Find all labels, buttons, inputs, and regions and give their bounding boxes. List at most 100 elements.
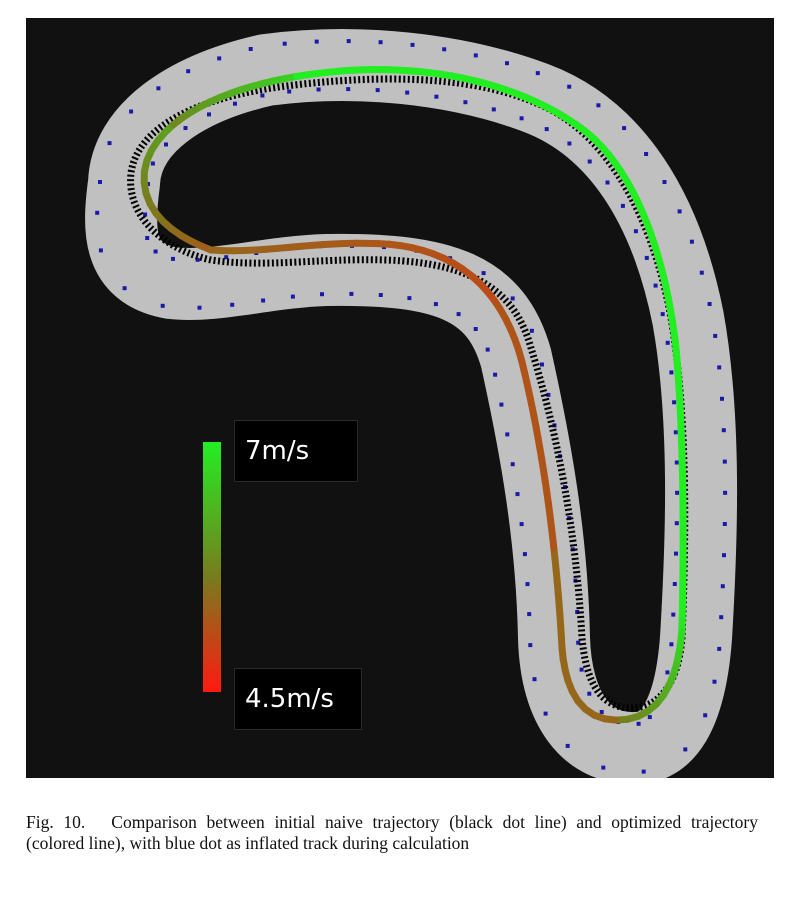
inflated-track-dot (290, 294, 295, 299)
inflated-track-dot (669, 642, 674, 647)
inflated-track-dot (567, 141, 572, 146)
inflated-track-dot (713, 333, 718, 338)
inflated-track-dot (410, 42, 415, 47)
inflated-track-dot (544, 127, 549, 132)
inflated-track-dot (662, 180, 667, 184)
inflated-track-dot (519, 522, 524, 527)
inflated-track-dot (183, 126, 188, 130)
inflated-track-dot (672, 582, 677, 586)
inflated-track-dot (519, 116, 524, 121)
inflated-track-dot (378, 293, 383, 297)
inflated-track-dot (95, 210, 100, 215)
inflated-track-dot (721, 428, 726, 433)
inflated-track-dot (442, 47, 447, 52)
caption-label: Fig. 10. (26, 812, 86, 832)
inflated-track-dot (722, 459, 727, 464)
inflated-track-dot (633, 229, 638, 234)
inflated-track-dot (712, 679, 717, 684)
inflated-track-dot (665, 670, 670, 675)
inflated-track-dot (587, 159, 592, 164)
inflated-track-dot (641, 769, 646, 774)
inflated-track-dot (722, 553, 726, 558)
inflated-track-dot (717, 365, 722, 370)
inflated-track-dot (723, 490, 728, 495)
inflated-track-dot (510, 296, 515, 301)
inflated-track-dot (195, 257, 200, 262)
inflated-track-dot (722, 522, 727, 526)
inflated-track-dot (543, 711, 548, 716)
inflated-track-dot (316, 87, 321, 92)
inflated-track-dot (720, 396, 724, 401)
inflated-track-dot (346, 87, 351, 92)
inflated-track-dot (565, 743, 570, 748)
colorbar-min-label: 4.5m/s (234, 668, 362, 730)
inflated-track-dot (485, 347, 490, 352)
inflated-track-dot (207, 112, 211, 117)
inflated-track-dot (660, 312, 665, 317)
inflated-track-dot (248, 47, 253, 51)
inflated-track-dot (146, 182, 150, 186)
optimized-trajectory (140, 66, 687, 724)
inflated-track-dot (197, 305, 202, 310)
inflated-track-dot (707, 302, 712, 306)
inflated-track-dot (525, 582, 530, 587)
inflated-track-dot (620, 203, 625, 208)
inflated-track-dot (532, 677, 537, 682)
inflated-track-dot (647, 715, 652, 720)
inflated-track-dot (719, 615, 724, 620)
inflated-track-dot (653, 283, 658, 288)
inflated-track-dot (527, 612, 532, 617)
inflated-track-dot (145, 236, 150, 240)
inflated-track-dot (522, 552, 527, 557)
inflated-track-dot (463, 100, 468, 105)
inflated-track-dot (156, 86, 161, 91)
inflated-track-dot (287, 89, 292, 94)
inflated-track-dot (601, 765, 606, 770)
inflated-track-dot (683, 747, 688, 752)
inflated-track-dot (671, 612, 676, 617)
inflated-track-dot (499, 402, 504, 407)
inflated-track-dot (434, 94, 439, 99)
inflated-track-dot (515, 492, 520, 497)
trajectory-figure: 7m/s 4.5m/s (26, 18, 774, 778)
figure-caption: Fig. 10. Comparison between initial naive… (26, 812, 758, 854)
inflated-track-dot (587, 691, 592, 696)
inflated-track-dot (224, 255, 229, 260)
inflated-track-dot (672, 400, 677, 405)
inflated-track-dot (579, 667, 584, 672)
inflated-track-dot (282, 41, 287, 46)
inflated-track-dot (122, 286, 127, 291)
inflated-track-dot (605, 180, 610, 185)
inflated-track-dot (529, 328, 534, 333)
inflated-track-dot (636, 721, 641, 726)
track-area (85, 29, 738, 778)
inflated-track-dot (98, 248, 103, 253)
inflated-track-dot (669, 370, 674, 375)
inflated-track-dot (150, 161, 155, 166)
inflated-track-dot (433, 302, 438, 307)
inflated-track-dot (699, 270, 704, 275)
inflated-track-dot (456, 312, 461, 317)
inflated-track-dot (164, 142, 168, 147)
inflated-track-dot (505, 61, 509, 66)
inflated-track-dot (405, 90, 410, 95)
inflated-track-dot (98, 180, 102, 184)
inflated-track-dot (622, 126, 627, 131)
inflated-track-dot (491, 107, 496, 112)
speed-colorbar (203, 442, 221, 692)
inflated-track-dot (481, 271, 486, 276)
inflated-track-dot (540, 362, 544, 367)
inflated-track-dot (677, 209, 682, 214)
inflated-track-dot (320, 292, 324, 297)
inflated-track-dot (675, 490, 680, 495)
inflated-track-dot (473, 327, 478, 331)
inflated-track-dot (230, 302, 235, 307)
colorbar-max-label: 7m/s (234, 420, 358, 482)
inflated-track-dot (186, 69, 191, 74)
inflated-track-dot (314, 39, 319, 44)
optimized-trajectory-segment (207, 246, 226, 255)
inflated-track-dot (153, 249, 158, 254)
inflated-track-dot (260, 93, 265, 98)
inflated-track-dot (717, 646, 722, 651)
inflated-track-dot (703, 713, 708, 718)
